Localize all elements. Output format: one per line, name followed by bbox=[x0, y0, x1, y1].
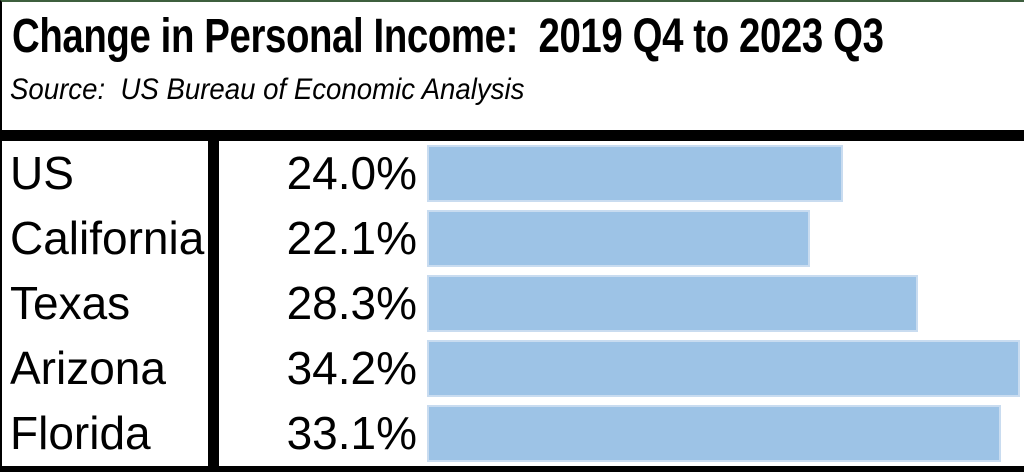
bar-track-florida bbox=[421, 401, 1024, 466]
chart-row-us: US 24.0% bbox=[2, 141, 1024, 206]
bar-track-us bbox=[421, 141, 1024, 206]
category-label-florida: Florida bbox=[10, 407, 151, 459]
bar-texas bbox=[427, 275, 918, 332]
chart-source: Source: US Bureau of Economic Analysis bbox=[10, 73, 525, 106]
chart-row-florida: Florida 33.1% bbox=[2, 401, 1024, 466]
bar-track-arizona bbox=[421, 336, 1024, 401]
title-divider bbox=[2, 130, 1024, 141]
bar-florida bbox=[427, 405, 1001, 462]
bar-track-california bbox=[421, 206, 1024, 271]
value-label-texas: 28.3% bbox=[286, 277, 417, 329]
value-label-arizona: 34.2% bbox=[286, 342, 417, 394]
bar-chart-body: US 24.0% California 22.1% Texas 28.3% Ar… bbox=[2, 141, 1024, 466]
axis-divider bbox=[208, 271, 219, 336]
axis-divider bbox=[208, 336, 219, 401]
category-label-california: California bbox=[10, 212, 205, 264]
bar-arizona bbox=[427, 340, 1020, 397]
category-label-us: US bbox=[10, 147, 74, 199]
chart-row-california: California 22.1% bbox=[2, 206, 1024, 271]
axis-divider bbox=[208, 401, 219, 466]
axis-divider bbox=[208, 141, 219, 206]
bar-track-texas bbox=[421, 271, 1024, 336]
chart-title: Change in Personal Income: 2019 Q4 to 20… bbox=[12, 10, 884, 63]
bar-us bbox=[427, 145, 844, 202]
axis-divider bbox=[208, 206, 219, 271]
value-label-california: 22.1% bbox=[286, 212, 417, 264]
category-label-texas: Texas bbox=[10, 277, 131, 329]
category-label-arizona: Arizona bbox=[10, 342, 166, 394]
value-label-us: 24.0% bbox=[286, 147, 417, 199]
value-label-florida: 33.1% bbox=[286, 407, 417, 459]
bar-california bbox=[427, 210, 811, 267]
chart-row-texas: Texas 28.3% bbox=[2, 271, 1024, 336]
chart-row-arizona: Arizona 34.2% bbox=[2, 336, 1024, 401]
